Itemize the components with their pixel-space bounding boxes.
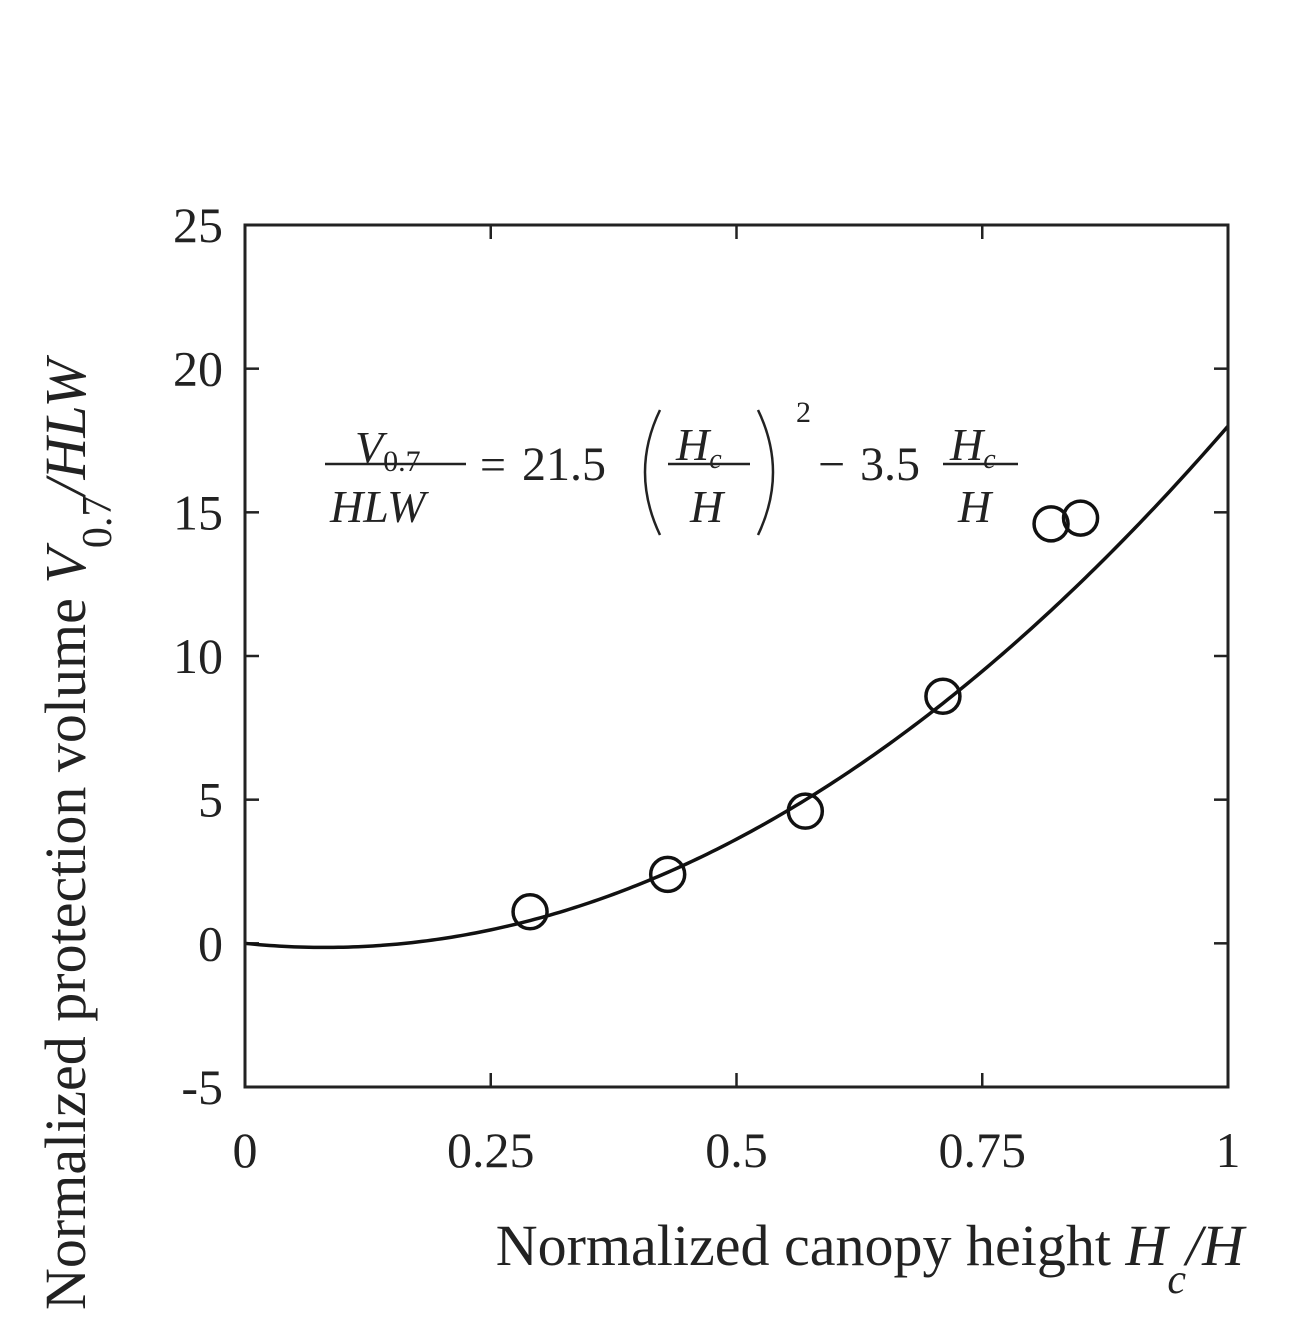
eq-lhs-numerator: V0.7 <box>355 422 421 478</box>
eq-lhs-denominator: HLW <box>329 481 429 532</box>
x-tick-label: 0.5 <box>705 1122 768 1178</box>
y-tick-label: -5 <box>181 1059 223 1115</box>
y-tick-label: 5 <box>198 772 223 828</box>
x-tick-labels: 0 0.25 0.5 0.75 1 <box>233 1122 1241 1178</box>
fit-curve <box>244 424 1230 950</box>
eq-left-paren <box>643 409 662 536</box>
y-tick-label: 20 <box>173 341 223 397</box>
y-tick-label: 25 <box>173 197 223 253</box>
y-axis-label: Normalized protection volume V0.7/HLW <box>33 355 121 1310</box>
data-point <box>511 892 549 931</box>
data-point <box>648 855 687 894</box>
eq-exponent: 2 <box>796 396 811 429</box>
x-tick-label: 1 <box>1216 1122 1241 1178</box>
y-tick-label: 0 <box>198 915 223 971</box>
eq-minus: − <box>818 438 845 491</box>
data-point <box>1061 499 1100 537</box>
eq-frac1-numerator: Hc <box>675 419 722 475</box>
eq-coef1: 21.5 <box>522 438 606 491</box>
fit-equation: V0.7 HLW = 21.5 Hc H 2 − 3.5 Hc H <box>325 396 1018 536</box>
eq-right-paren <box>756 409 775 536</box>
data-point <box>924 677 962 715</box>
eq-frac1-denominator: H <box>689 481 726 532</box>
tick-marks <box>243 223 1230 1089</box>
plot-frame <box>243 223 1230 1089</box>
data-point <box>786 792 825 830</box>
x-tick-label: 0 <box>233 1122 258 1178</box>
eq-coef2: 3.5 <box>860 438 920 491</box>
x-axis-label: Normalized canopy height Hc/H <box>496 1213 1247 1303</box>
data-point <box>1032 505 1070 543</box>
data-points <box>511 499 1100 931</box>
x-tick-label: 0.25 <box>447 1122 535 1178</box>
eq-equals: = <box>480 439 506 490</box>
y-tick-labels: -5 0 5 10 15 20 25 <box>173 197 223 1115</box>
eq-frac2-denominator: H <box>957 481 994 532</box>
x-tick-label: 0.75 <box>939 1122 1027 1178</box>
y-tick-label: 15 <box>173 484 223 540</box>
y-tick-label: 10 <box>173 628 223 684</box>
eq-frac2-numerator: Hc <box>949 419 996 475</box>
